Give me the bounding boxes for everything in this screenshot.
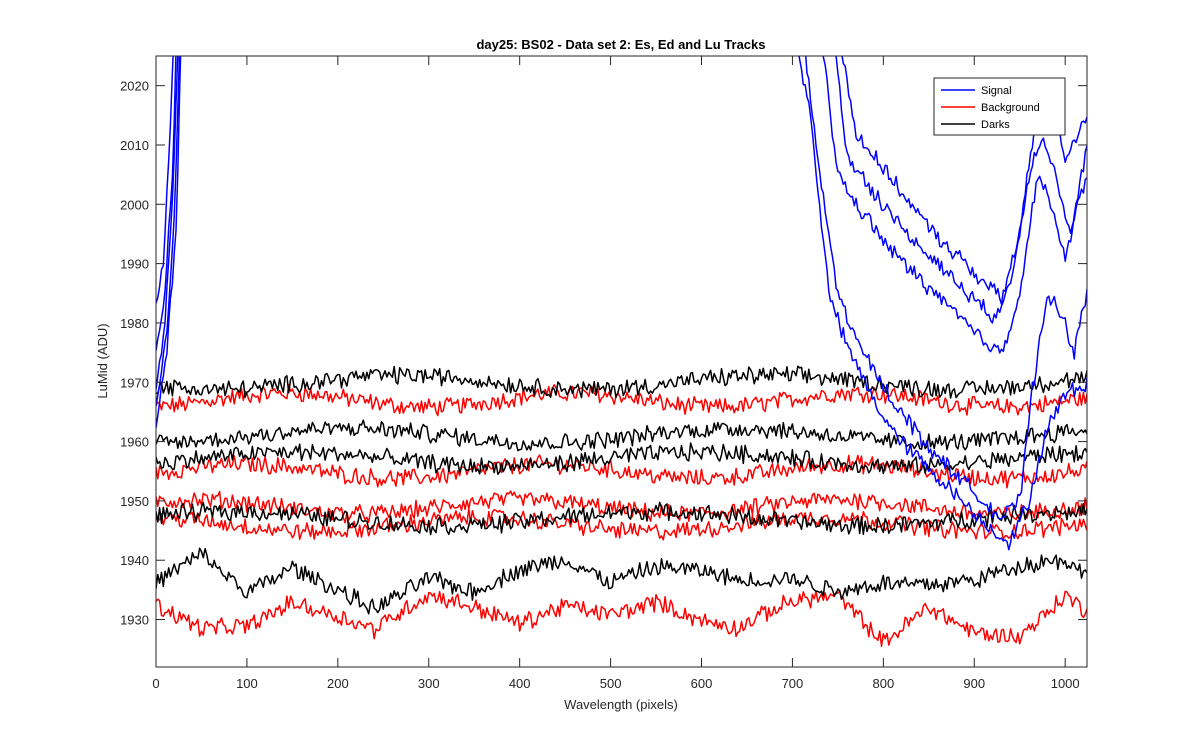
axes-box: [155, 55, 1088, 668]
series-line-darks: [156, 501, 1087, 536]
x-axis-ticks: 0 100 200 300 400 500 600 700 800 900 1000: [152, 56, 1080, 691]
x-tick-label: 100: [236, 676, 258, 691]
y-axis-ticks: 1930 1940 1950 1960 1970 1980 1990 2000 2010 2020: [120, 79, 1087, 628]
axes-background: [156, 56, 1087, 667]
legend-label-signal: Signal: [981, 85, 1012, 97]
x-tick-label: 0: [152, 676, 159, 691]
series-line-background: [156, 384, 1087, 417]
series-line-darks: [156, 547, 1087, 615]
series-line-darks: [156, 365, 1087, 399]
y-tick-label: 2010: [120, 138, 149, 153]
x-tick-label: 1000: [1051, 676, 1080, 691]
x-tick-label: 400: [509, 676, 531, 691]
y-tick-label: 1980: [120, 316, 149, 331]
legend: Signal Background Darks: [933, 77, 1066, 136]
series-line-signal: [156, 56, 1087, 407]
series-line-background: [156, 590, 1087, 648]
y-axis-label: LuMid (ADU): [95, 323, 110, 398]
x-tick-label: 200: [327, 676, 349, 691]
legend-label-background: Background: [981, 102, 1040, 114]
series-line-signal: [156, 56, 1087, 429]
legend-label-darks: Darks: [981, 119, 1010, 131]
y-tick-label: 1930: [120, 613, 149, 628]
series-line-darks: [156, 442, 1087, 476]
x-tick-label: 900: [963, 676, 985, 691]
series-line-signal: [156, 56, 1087, 390]
series-line-signal: [156, 56, 1087, 520]
x-tick-label: 500: [600, 676, 622, 691]
y-tick-label: 1990: [120, 257, 149, 272]
y-tick-label: 2020: [120, 79, 149, 94]
series-line-darks: [156, 419, 1087, 452]
x-tick-label: 700: [782, 676, 804, 691]
x-axis-label: Wavelength (pixels): [564, 697, 678, 712]
x-tick-label: 300: [418, 676, 440, 691]
y-tick-label: 1960: [120, 435, 149, 450]
y-tick-label: 1940: [120, 553, 149, 568]
series-layer: [156, 56, 1087, 648]
x-tick-label: 800: [872, 676, 894, 691]
series-line-signal: [156, 56, 1087, 551]
y-tick-label: 1950: [120, 494, 149, 509]
y-tick-label: 1970: [120, 375, 149, 390]
x-tick-label: 600: [691, 676, 713, 691]
series-line-background: [156, 507, 1087, 541]
y-tick-label: 2000: [120, 197, 149, 212]
chart-title: day25: BS02 - Data set 2: Es, Ed and Lu …: [476, 37, 765, 52]
